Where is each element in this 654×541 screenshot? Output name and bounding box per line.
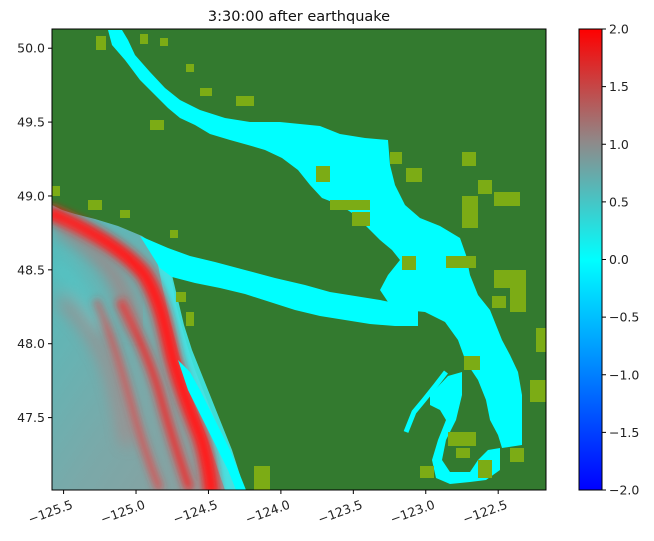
y-axis: 47.5 48.0 48.5 49.0 49.5 50.0 [17,41,52,425]
x-tick-label: −125.0 [98,497,147,527]
x-tick-label: −124.0 [243,497,292,527]
map-plot-area [52,29,546,490]
y-tick-label: 48.5 [17,262,45,277]
strait-of-georgia [108,30,522,448]
x-tick-label: −123.5 [316,497,365,527]
x-tick-label: −125.5 [26,497,75,527]
y-tick-label: 49.5 [17,115,45,130]
colorbar-tick-label: 0.5 [609,194,629,209]
y-tick-label: 49.0 [17,188,45,203]
colorbar-tick-label: −1.0 [609,367,639,382]
x-tick-label: −123.0 [388,497,437,527]
plot-frame [51,28,547,491]
tsunami-wave-reflection [52,220,140,446]
x-tick-label: −122.5 [461,497,510,527]
y-tick-label: 47.5 [17,410,45,425]
colorbar-tick-label: −2.0 [609,483,639,498]
colorbar-tick-label: 2.0 [609,22,629,37]
wave-cyan-nearshore [150,245,244,490]
lowland-areas [52,34,546,490]
chart-title: 3:30:00 after earthquake [208,9,390,25]
x-tick-label: −124.5 [171,497,220,527]
hood-canal [403,370,448,433]
colorbar-tick-label: 1.5 [609,79,629,94]
x-axis: −125.5 −125.0 −124.5 −124.0 −123.5 −123.0 −122… [26,490,509,527]
y-tick-label: 48.0 [17,336,45,351]
colorbar-tick-label: −1.5 [609,425,639,440]
colorbar-axis: −2.0 −1.5 −1.0 −0.5 0.0 0.5 1.0 1.5 2.0 [602,22,639,498]
colorbar-tick-label: −0.5 [609,310,639,325]
colorbar-tick-label: 1.0 [609,137,629,152]
puget-sound [430,372,500,484]
colorbar-tick-label: 0.0 [609,252,629,267]
coastal-strip [178,360,246,490]
y-tick-label: 50.0 [17,41,45,56]
strait-of-juan-de-fuca [140,236,418,326]
colorbar [578,28,603,491]
